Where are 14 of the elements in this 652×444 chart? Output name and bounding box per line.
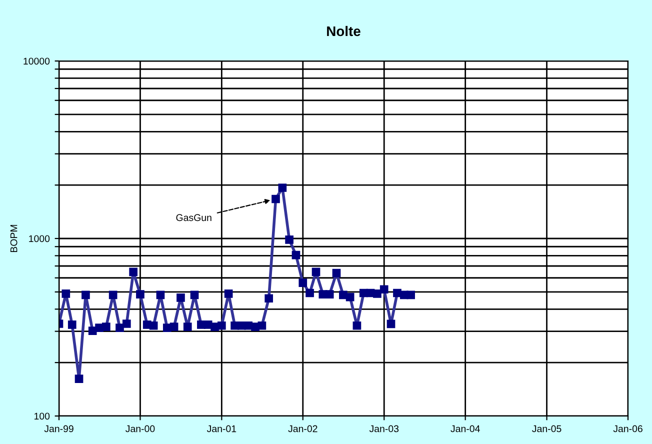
x-tick-label: Jan-04 (450, 425, 480, 432)
x-tick-label: Jan-06 (613, 425, 642, 432)
x-tick-label: Jan-00 (126, 425, 155, 432)
x-tick-label: Jan-02 (288, 425, 318, 432)
y-tick-label: 1000 (29, 235, 50, 242)
y-axis-title: BOPM (10, 224, 18, 252)
x-tick-label: Jan-05 (532, 425, 562, 432)
y-tick-label: 10000 (24, 58, 50, 65)
y-tick-label: 100 (34, 412, 50, 420)
x-tick-label: Jan-99 (44, 425, 74, 432)
chart-title: Nolte (327, 26, 360, 36)
annotation: GasGun (176, 214, 212, 222)
x-tick-label: Jan-01 (206, 425, 236, 432)
x-tick-label: Jan-03 (369, 425, 399, 432)
